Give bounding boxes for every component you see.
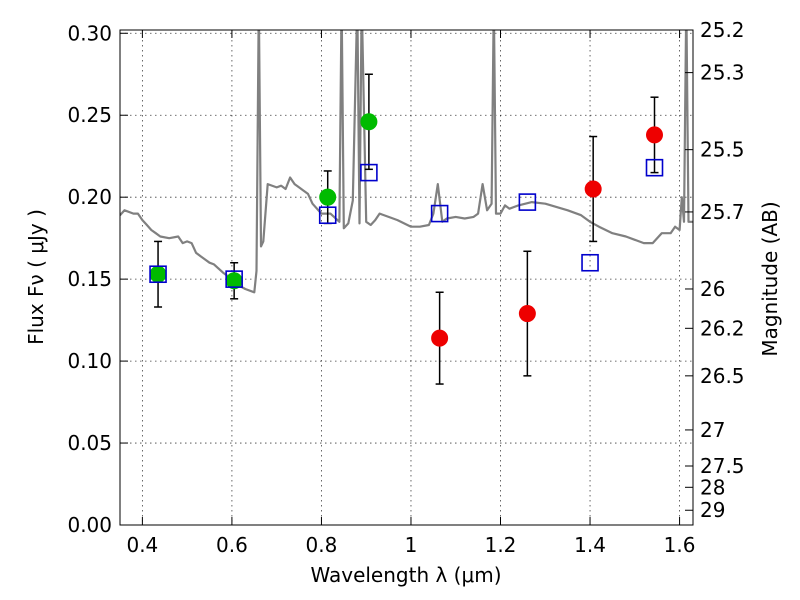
x-tick-label: 0.6 [216, 533, 248, 557]
y-tick-label: 0.05 [67, 431, 112, 455]
model-box [645, 158, 664, 177]
x-tick-label: 1.6 [664, 533, 696, 557]
y-tick-label: 0.15 [67, 267, 112, 291]
ticks-layer: 0.4 0.6 0.8 1 1.2 1.4 1.6 0.00 0.05 0.10 0.15 0.20 0… [67, 18, 744, 557]
y2-axis-label: Magnitude (AB) [758, 201, 782, 356]
data-point [584, 180, 602, 198]
data-point [431, 329, 449, 347]
y2-tick-label: 27.5 [700, 454, 745, 478]
data-point [319, 188, 337, 206]
y-tick-label: 0.20 [67, 185, 112, 209]
data-point [360, 113, 378, 131]
model-box [149, 265, 167, 284]
y-tick-label: 0.10 [67, 349, 112, 373]
grid-layer [120, 30, 693, 525]
y-tick-label: 0.00 [67, 513, 112, 537]
x-tick-label: 1.4 [574, 533, 606, 557]
model-box [360, 163, 378, 182]
model-box [518, 193, 537, 211]
y-tick-label: 0.25 [67, 103, 112, 127]
data-point [646, 126, 664, 144]
y2-tick-label: 26 [700, 277, 725, 301]
x-tick-label: 1.2 [485, 533, 517, 557]
points-layer [149, 73, 664, 385]
data-point [149, 265, 167, 283]
y2-tick-label: 25.5 [700, 138, 745, 162]
x-tick-label: 0.8 [306, 533, 338, 557]
y-axis-label: Flux Fν ( μJy ) [24, 209, 48, 345]
model-box [225, 270, 243, 288]
x-tick-label: 1 [405, 533, 418, 557]
plot-frame [119, 29, 694, 526]
spectrum-line [120, 30, 693, 294]
x-axis-label: Wavelength λ (μm) [310, 563, 501, 587]
y2-tick-label: 27 [700, 418, 725, 442]
y2-tick-label: 26.5 [700, 364, 745, 388]
y2-tick-label: 26.2 [700, 316, 745, 340]
y2-tick-label: 28 [700, 475, 725, 499]
model-box [581, 253, 599, 272]
data-point [518, 305, 536, 323]
y2-tick-label: 25.2 [700, 18, 745, 42]
spectrum-layer [120, 30, 693, 294]
y2-tick-label: 29 [700, 498, 725, 522]
x-tick-label: 0.4 [126, 533, 158, 557]
y-tick-label: 0.30 [67, 21, 112, 45]
y2-tick-label: 25.3 [700, 61, 745, 85]
model-box [318, 206, 337, 225]
y2-tick-label: 25.7 [700, 200, 745, 224]
model-box [430, 204, 449, 223]
